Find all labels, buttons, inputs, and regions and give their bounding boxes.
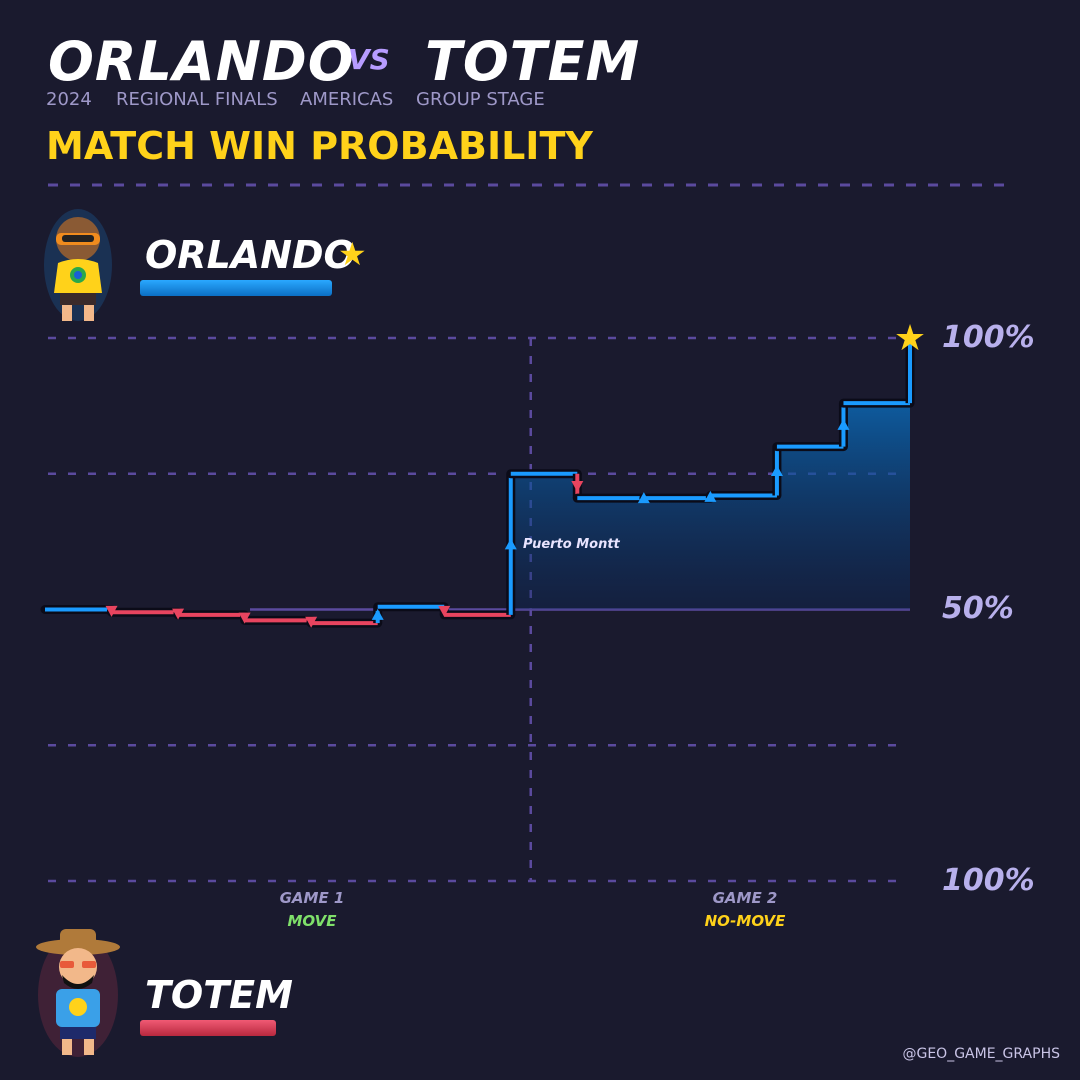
game2-mode: NO-MOVE (704, 912, 786, 930)
winner-star-marker-icon: ★ (894, 318, 926, 359)
change-marker-11 (837, 418, 850, 430)
y-tick-label-top: 100% (942, 320, 1035, 355)
top-player-name: ORLANDO (145, 233, 356, 277)
change-marker-1 (172, 608, 185, 620)
annotation-puerto-montt: Puerto Montt (523, 537, 620, 552)
totem-avatar-icon (36, 929, 120, 1057)
y-tick-label-mid: 50% (942, 591, 1014, 626)
change-marker-8 (637, 492, 650, 504)
bottom-player-name: TOTEM (145, 973, 293, 1017)
player2-title: TOTEM (425, 30, 641, 93)
change-marker-3 (305, 616, 318, 628)
change-marker-9 (704, 490, 717, 502)
meta-event: REGIONAL FINALS (116, 89, 278, 110)
top-player-color-bar (140, 280, 332, 296)
change-marker-4 (371, 608, 384, 620)
y-tick-label-bottom: 100% (942, 863, 1035, 898)
player1-title: ORLANDO (48, 30, 355, 93)
change-marker-10 (770, 465, 783, 477)
meta-region: AMERICAS (300, 89, 394, 110)
meta-stage: GROUP STAGE (416, 89, 545, 110)
credit-handle: @GEO_GAME_GRAPHS (902, 1046, 1060, 1062)
header-divider (48, 183, 1005, 187)
bottom-player-color-bar (140, 1020, 276, 1036)
change-marker-6 (504, 538, 517, 550)
vs-badge: VS (348, 43, 390, 76)
winner-star-icon: ★ (338, 235, 367, 273)
meta-year: 2024 (46, 89, 92, 110)
game2-label: GAME 2 (712, 889, 778, 907)
chart-title: MATCH WIN PROBABILITY (46, 124, 593, 168)
change-marker-5 (438, 605, 451, 617)
win-area (45, 338, 910, 610)
game1-mode: MOVE (287, 912, 337, 930)
change-marker-2 (238, 612, 251, 624)
change-marker-0 (105, 605, 118, 617)
orlando-avatar-icon (44, 209, 112, 321)
change-marker-7 (571, 480, 584, 492)
game1-label: GAME 1 (279, 889, 345, 907)
